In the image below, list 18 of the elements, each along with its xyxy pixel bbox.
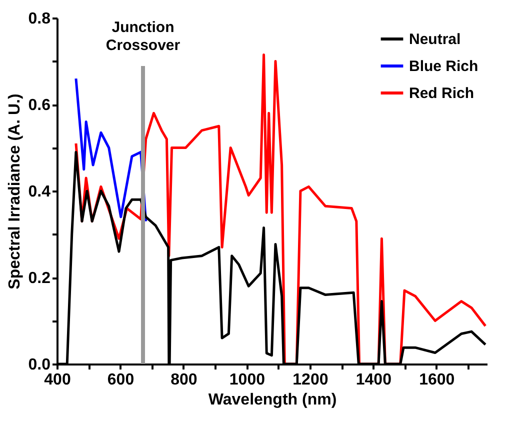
y-tick-label: 0.2	[28, 270, 51, 287]
legend-label: Blue Rich	[409, 58, 478, 75]
legend-label: Red Rich	[409, 85, 474, 102]
x-axis-title: Wavelength (nm)	[208, 392, 337, 408]
x-tick-label: 800	[170, 372, 198, 388]
y-tick-label: 0.4	[28, 184, 51, 200]
x-tick-label: 1600	[419, 372, 455, 388]
x-tick-label: 1000	[229, 372, 266, 388]
y-tick-label: 0.8	[28, 10, 51, 28]
x-tick-label: 600	[107, 372, 134, 388]
y-tick-label: 0.6	[28, 97, 51, 114]
x-tick-label: 1400	[356, 372, 392, 388]
legend-label: Neutral	[409, 31, 461, 48]
y-axis-title: Spectral Irradiance (A. U.)	[6, 94, 24, 290]
x-tick-label: 400	[44, 372, 71, 388]
x-tick-label: 1200	[292, 372, 328, 388]
y-tick-label: 0.0	[28, 356, 51, 374]
ref-line-label: Junction Crossover	[106, 19, 180, 54]
